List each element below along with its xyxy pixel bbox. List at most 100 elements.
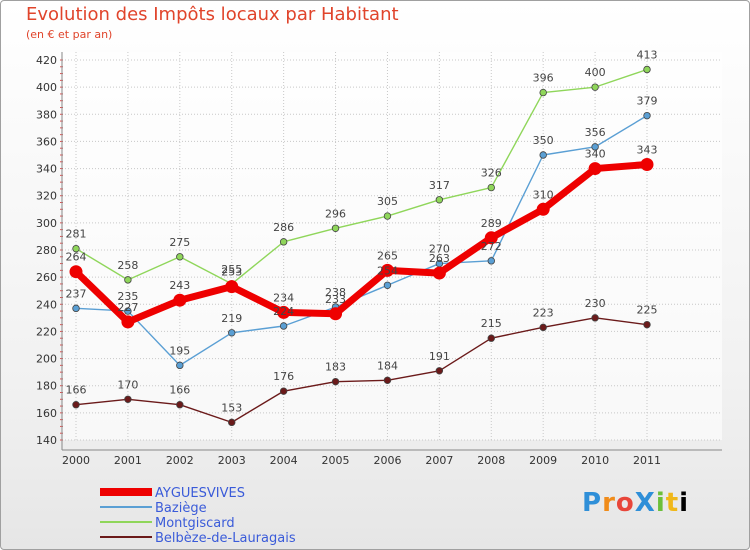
data-point <box>539 88 547 97</box>
data-label: 272 <box>481 240 502 253</box>
data-point <box>484 231 498 245</box>
series-line <box>75 317 648 424</box>
y-tick-label: 220 <box>36 325 57 338</box>
y-tick-label: 380 <box>36 108 57 121</box>
data-label: 184 <box>377 359 398 372</box>
x-tick-label: 2010 <box>581 454 609 467</box>
data-point <box>383 212 392 220</box>
data-label: 166 <box>169 384 190 397</box>
x-tick-label: 2008 <box>477 454 505 467</box>
data-label: 219 <box>221 312 242 325</box>
data-label: 225 <box>637 304 658 317</box>
data-label: 286 <box>273 221 294 234</box>
logo-letter: P <box>582 488 603 518</box>
series-line <box>73 161 648 326</box>
data-label: 237 <box>66 287 87 300</box>
logo-letter: X <box>634 488 656 518</box>
data-label: 275 <box>169 236 190 249</box>
data-point <box>643 320 651 329</box>
data-label: 350 <box>533 134 554 147</box>
data-point <box>383 376 392 384</box>
data-label: 223 <box>533 306 554 319</box>
data-point <box>536 202 550 216</box>
data-label: 176 <box>273 370 294 383</box>
data-label: 356 <box>585 126 606 139</box>
chart-title: Evolution des Impôts locaux par Habitant <box>26 4 399 25</box>
data-label: 230 <box>585 297 606 310</box>
data-label: 183 <box>325 361 346 374</box>
data-label: 224 <box>273 305 294 318</box>
logo-letter: t <box>665 488 680 518</box>
data-label: 258 <box>117 259 138 272</box>
data-label: 215 <box>481 317 502 330</box>
y-tick-label: 280 <box>36 244 57 257</box>
data-point <box>380 263 394 277</box>
data-label: 166 <box>66 384 87 397</box>
data-point <box>329 307 343 321</box>
x-tick-label: 2000 <box>62 454 90 467</box>
data-label: 340 <box>585 148 606 161</box>
data-label: 326 <box>481 167 502 180</box>
data-label: 264 <box>66 251 87 264</box>
x-tick-label: 2011 <box>633 454 661 467</box>
logo-letter: i <box>655 488 666 518</box>
y-tick-label: 340 <box>36 163 57 176</box>
data-label: 270 <box>429 243 450 256</box>
series-line <box>75 68 648 285</box>
data-point <box>225 280 239 294</box>
data-point <box>588 162 602 176</box>
data-point <box>591 314 599 322</box>
data-point <box>69 265 83 279</box>
y-tick-label: 420 <box>36 54 57 67</box>
data-point <box>173 293 187 307</box>
data-label: 253 <box>221 266 242 279</box>
legend-label: Montgiscard <box>155 516 235 531</box>
data-point <box>124 276 132 284</box>
data-point <box>331 377 340 386</box>
data-point <box>643 65 651 74</box>
legend-label: Belbèze-de-Lauragais <box>155 531 296 546</box>
y-tick-label: 360 <box>36 135 57 148</box>
x-tick-label: 2003 <box>218 454 246 467</box>
data-point <box>279 387 288 395</box>
y-tick-label: 240 <box>36 298 57 311</box>
data-label: 413 <box>637 49 658 62</box>
data-point <box>277 305 291 319</box>
data-point <box>176 401 184 409</box>
data-point <box>72 401 80 409</box>
y-tick-label: 300 <box>36 217 57 230</box>
data-label: 227 <box>117 301 138 314</box>
data-point <box>591 83 599 91</box>
data-point <box>487 334 495 342</box>
data-point <box>591 143 599 151</box>
data-label: 396 <box>533 72 554 85</box>
data-point <box>432 266 446 280</box>
y-tick-label: 180 <box>36 380 57 393</box>
y-tick-label: 200 <box>36 353 57 366</box>
data-point <box>124 395 132 403</box>
data-point <box>72 304 80 313</box>
data-point <box>331 224 340 232</box>
data-point <box>176 361 184 370</box>
x-tick-label: 2005 <box>322 454 350 467</box>
data-point <box>124 307 132 315</box>
data-point <box>228 329 236 337</box>
data-label: 296 <box>325 207 346 220</box>
data-label: 289 <box>481 217 502 230</box>
data-point <box>487 257 495 265</box>
data-label: 343 <box>637 144 658 157</box>
data-label: 235 <box>117 290 138 303</box>
data-point <box>643 111 651 120</box>
x-tick-label: 2001 <box>114 454 142 467</box>
data-point <box>72 244 80 253</box>
y-tick-label: 400 <box>36 81 57 94</box>
logo-letter: r <box>602 488 616 518</box>
x-tick-label: 2004 <box>270 454 298 467</box>
logo-letter: i <box>679 488 690 518</box>
y-tick-label: 320 <box>36 190 57 203</box>
data-label: 243 <box>169 279 190 292</box>
x-tick-label: 2006 <box>373 454 401 467</box>
data-label: 255 <box>221 263 242 276</box>
data-point <box>383 281 392 289</box>
